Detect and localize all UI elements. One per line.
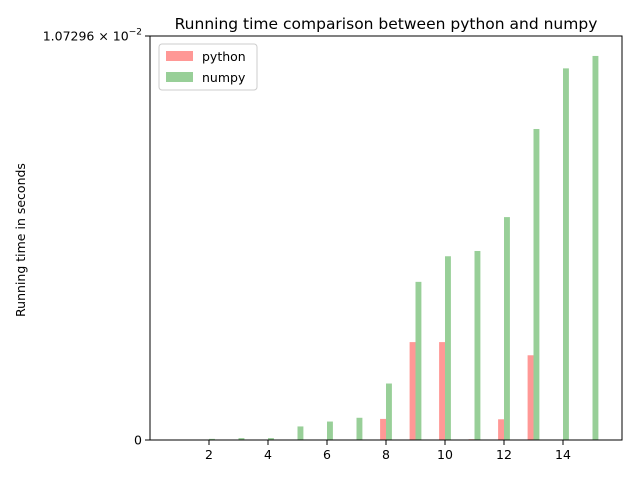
bar-numpy-3 [238,438,245,440]
legend-label-python: python [202,49,246,64]
legend-swatch-numpy [166,72,193,82]
legend: python numpy [158,43,258,91]
y-tick-label-0: 0 [134,433,142,448]
plot-frame [149,35,623,441]
legend-label-numpy: numpy [202,70,246,85]
y-tick-label-1: 1.07296 × 10−2 [43,28,142,44]
bar-python-8 [380,418,386,440]
bar-numpy-6 [327,421,333,440]
bar-numpy-10 [445,256,451,440]
bar-numpy-5 [297,426,304,440]
bar-numpy-13 [533,128,540,441]
bar-numpy-7 [356,417,363,440]
bars-group [209,55,599,441]
x-tick-label-4: 4 [264,447,272,462]
bar-python-9 [409,342,416,440]
bar-numpy-9 [415,281,422,440]
bar-numpy-11 [474,250,481,440]
y-axis-ticks: 0 1.07296 × 10−2 [43,28,150,448]
x-tick-label-2: 2 [205,447,213,462]
bar-numpy-4 [268,438,274,440]
legend-swatch-python [166,51,193,61]
bar-numpy-2 [209,438,215,440]
chart-title: Running time comparison between python a… [175,15,598,33]
bar-python-12 [498,419,504,440]
bar-numpy-8 [386,383,392,440]
bar-python-13 [527,355,534,440]
bar-numpy-14 [563,68,569,441]
x-tick-label-14: 14 [555,447,571,462]
bar-numpy-12 [504,217,510,440]
y-axis-label: Running time in seconds [13,163,28,317]
x-tick-label-6: 6 [323,447,331,462]
bar-numpy-15 [592,55,599,440]
bar-python-10 [439,342,445,440]
x-tick-label-8: 8 [382,447,390,462]
x-axis-ticks: 2 4 6 8 10 12 14 [205,440,571,462]
x-tick-label-12: 12 [496,447,512,462]
x-tick-label-10: 10 [437,447,453,462]
